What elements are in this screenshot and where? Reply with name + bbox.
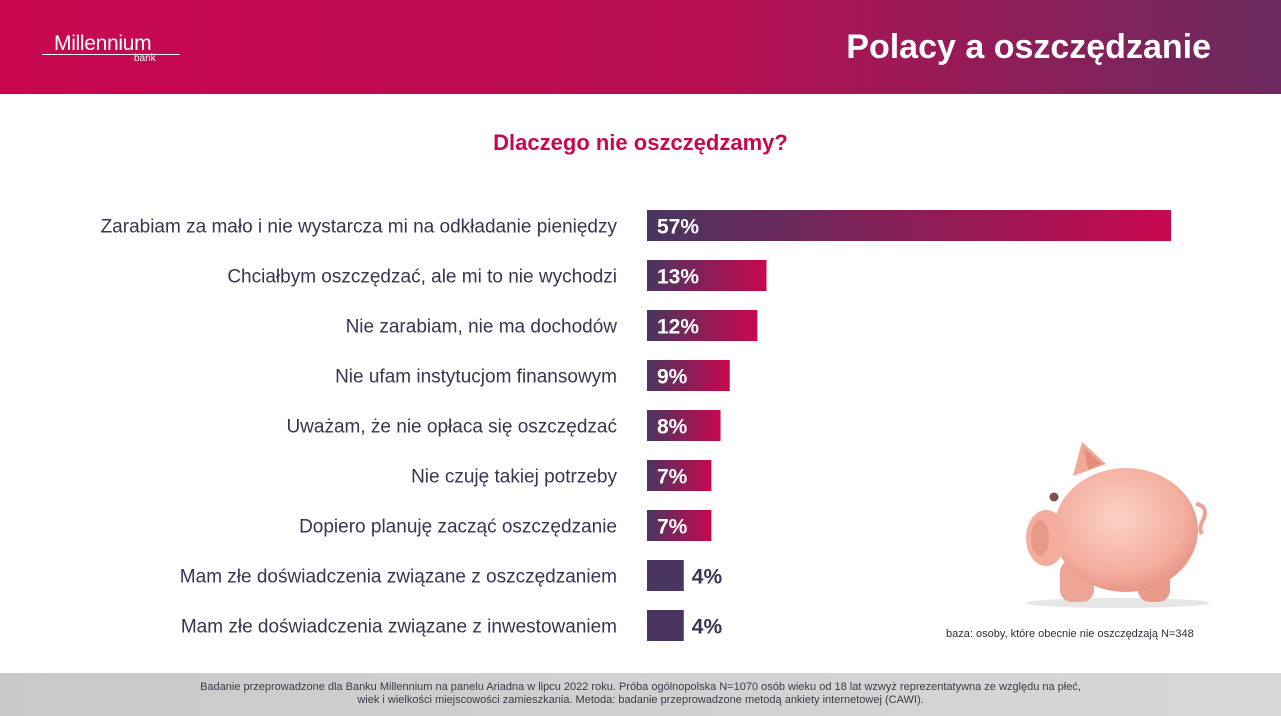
value-label: 8% [657, 416, 688, 439]
piggy-bank-icon [1026, 442, 1210, 608]
page-title: Polacy a oszczędzanie [846, 28, 1211, 66]
footer-note: Badanie przeprowadzone dla Banku Millenn… [0, 673, 1281, 716]
bar [647, 310, 758, 341]
logo-sub: bank [134, 53, 156, 64]
category-label: Nie zarabiam, nie ma dochodów [346, 317, 618, 338]
bar [647, 260, 767, 291]
bar [647, 410, 721, 441]
value-label: 57% [657, 216, 699, 239]
bar [647, 560, 684, 591]
category-label: Zarabiam za mało i nie wystarcza mi na o… [101, 217, 618, 238]
value-label: 7% [657, 516, 688, 539]
base-note: baza: osoby, które obecnie nie oszczędza… [946, 628, 1194, 640]
bar [647, 510, 712, 541]
bar [647, 460, 712, 491]
value-label: 12% [657, 316, 699, 339]
category-label: Nie czuję takiej potrzeby [411, 467, 617, 488]
category-label: Dopiero planuję zacząć oszczędzanie [299, 517, 617, 538]
footer-line-2: wiek i wielkości miejscowości zamieszkan… [357, 694, 924, 706]
logo-underline [42, 54, 180, 55]
bar [647, 360, 730, 391]
bars-group: Zarabiam za mało i nie wystarcza mi na o… [101, 210, 1171, 641]
logo-name: Millennium [54, 32, 152, 55]
value-label: 9% [657, 366, 688, 389]
bar-chart: Zarabiam za mało i nie wystarcza mi na o… [101, 210, 1171, 641]
chart-title: Dlaczego nie oszczędzamy? [493, 130, 788, 155]
millennium-logo: Millennium bank [42, 32, 182, 68]
footer-line-1: Badanie przeprowadzone dla Banku Millenn… [200, 681, 1081, 693]
category-label: Uważam, że nie opłaca się oszczędzać [286, 417, 617, 438]
value-label: 13% [657, 266, 699, 289]
value-label: 4% [692, 566, 723, 589]
category-label: Mam złe doświadczenia związane z inwesto… [181, 617, 617, 638]
category-label: Mam złe doświadczenia związane z oszczęd… [180, 567, 617, 588]
bar [647, 610, 684, 641]
category-label: Chciałbym oszczędzać, ale mi to nie wych… [227, 267, 617, 288]
bar [647, 210, 1171, 241]
value-label: 7% [657, 466, 688, 489]
value-label: 4% [692, 616, 723, 639]
category-label: Nie ufam instytucjom finansowym [335, 367, 617, 388]
header-banner: Millennium bank Polacy a oszczędzanie [0, 0, 1281, 94]
